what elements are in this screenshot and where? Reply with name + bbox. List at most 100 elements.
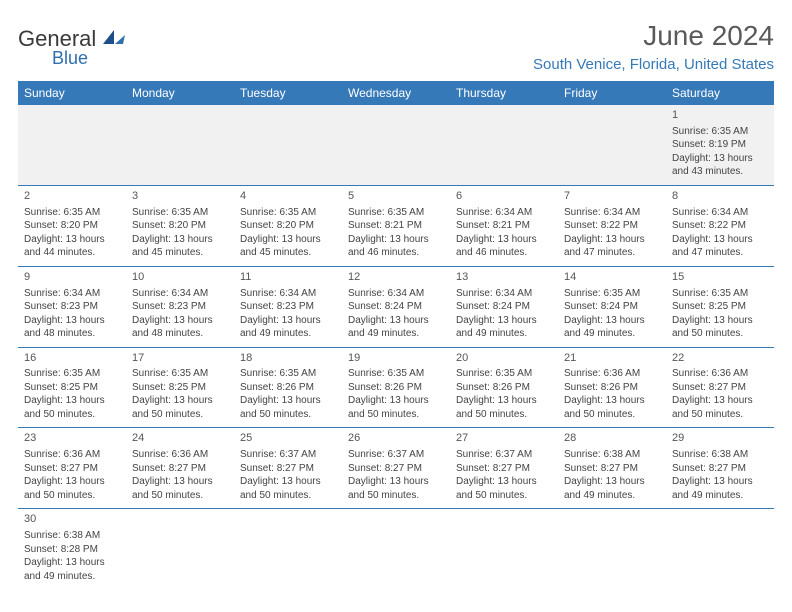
day-number: 8 xyxy=(672,189,768,204)
day-number: 26 xyxy=(348,431,444,446)
daylight-line: Daylight: 13 hours and 50 minutes. xyxy=(672,394,768,421)
day-cell: 6Sunrise: 6:34 AMSunset: 8:21 PMDaylight… xyxy=(450,185,558,266)
daylight-line: Daylight: 13 hours and 50 minutes. xyxy=(456,475,552,502)
daylight-line: Daylight: 13 hours and 48 minutes. xyxy=(24,314,120,341)
empty-cell xyxy=(126,105,234,185)
daylight-line: Daylight: 13 hours and 46 minutes. xyxy=(456,233,552,260)
daylight-line: Daylight: 13 hours and 47 minutes. xyxy=(564,233,660,260)
day-cell: 5Sunrise: 6:35 AMSunset: 8:21 PMDaylight… xyxy=(342,185,450,266)
day-number: 9 xyxy=(24,270,120,285)
sunrise-line: Sunrise: 6:34 AM xyxy=(456,287,552,301)
sunset-line: Sunset: 8:25 PM xyxy=(672,300,768,314)
day-number: 12 xyxy=(348,270,444,285)
weekday-header: Thursday xyxy=(450,81,558,105)
daylight-line: Daylight: 13 hours and 50 minutes. xyxy=(240,394,336,421)
day-number: 21 xyxy=(564,351,660,366)
daylight-line: Daylight: 13 hours and 49 minutes. xyxy=(24,556,120,583)
sunset-line: Sunset: 8:27 PM xyxy=(240,462,336,476)
day-cell: 21Sunrise: 6:36 AMSunset: 8:26 PMDayligh… xyxy=(558,347,666,428)
day-cell: 1Sunrise: 6:35 AMSunset: 8:19 PMDaylight… xyxy=(666,105,774,185)
daylight-line: Daylight: 13 hours and 48 minutes. xyxy=(132,314,228,341)
sunset-line: Sunset: 8:27 PM xyxy=(456,462,552,476)
brand-logo: General Blue xyxy=(18,26,125,69)
day-number: 15 xyxy=(672,270,768,285)
sunrise-line: Sunrise: 6:36 AM xyxy=(24,448,120,462)
daylight-line: Daylight: 13 hours and 50 minutes. xyxy=(24,394,120,421)
daylight-line: Daylight: 13 hours and 50 minutes. xyxy=(672,314,768,341)
daylight-line: Daylight: 13 hours and 50 minutes. xyxy=(456,394,552,421)
day-cell: 9Sunrise: 6:34 AMSunset: 8:23 PMDaylight… xyxy=(18,266,126,347)
sunset-line: Sunset: 8:25 PM xyxy=(24,381,120,395)
day-number: 28 xyxy=(564,431,660,446)
header: General Blue June 2024 South Venice, Flo… xyxy=(18,20,774,73)
sunset-line: Sunset: 8:19 PM xyxy=(672,138,768,152)
sunset-line: Sunset: 8:27 PM xyxy=(564,462,660,476)
empty-cell xyxy=(558,509,666,589)
sunset-line: Sunset: 8:26 PM xyxy=(240,381,336,395)
weekday-header: Monday xyxy=(126,81,234,105)
calendar-row: 1Sunrise: 6:35 AMSunset: 8:19 PMDaylight… xyxy=(18,105,774,185)
sunrise-line: Sunrise: 6:34 AM xyxy=(564,206,660,220)
daylight-line: Daylight: 13 hours and 50 minutes. xyxy=(564,394,660,421)
day-cell: 19Sunrise: 6:35 AMSunset: 8:26 PMDayligh… xyxy=(342,347,450,428)
sunrise-line: Sunrise: 6:37 AM xyxy=(456,448,552,462)
day-cell: 13Sunrise: 6:34 AMSunset: 8:24 PMDayligh… xyxy=(450,266,558,347)
sunset-line: Sunset: 8:21 PM xyxy=(348,219,444,233)
daylight-line: Daylight: 13 hours and 44 minutes. xyxy=(24,233,120,260)
sunset-line: Sunset: 8:27 PM xyxy=(132,462,228,476)
sunrise-line: Sunrise: 6:36 AM xyxy=(132,448,228,462)
daylight-line: Daylight: 13 hours and 43 minutes. xyxy=(672,152,768,179)
weekday-header: Wednesday xyxy=(342,81,450,105)
day-cell: 27Sunrise: 6:37 AMSunset: 8:27 PMDayligh… xyxy=(450,428,558,509)
day-number: 6 xyxy=(456,189,552,204)
empty-cell xyxy=(450,509,558,589)
calendar-row: 30Sunrise: 6:38 AMSunset: 8:28 PMDayligh… xyxy=(18,509,774,589)
sunset-line: Sunset: 8:26 PM xyxy=(456,381,552,395)
daylight-line: Daylight: 13 hours and 50 minutes. xyxy=(132,475,228,502)
day-cell: 29Sunrise: 6:38 AMSunset: 8:27 PMDayligh… xyxy=(666,428,774,509)
weekday-header: Sunday xyxy=(18,81,126,105)
day-number: 11 xyxy=(240,270,336,285)
day-cell: 2Sunrise: 6:35 AMSunset: 8:20 PMDaylight… xyxy=(18,185,126,266)
sunset-line: Sunset: 8:27 PM xyxy=(672,381,768,395)
empty-cell xyxy=(234,509,342,589)
sunrise-line: Sunrise: 6:38 AM xyxy=(24,529,120,543)
sunset-line: Sunset: 8:20 PM xyxy=(24,219,120,233)
day-number: 29 xyxy=(672,431,768,446)
sail-icon xyxy=(103,30,125,51)
daylight-line: Daylight: 13 hours and 49 minutes. xyxy=(240,314,336,341)
day-cell: 4Sunrise: 6:35 AMSunset: 8:20 PMDaylight… xyxy=(234,185,342,266)
day-number: 24 xyxy=(132,431,228,446)
daylight-line: Daylight: 13 hours and 50 minutes. xyxy=(348,475,444,502)
daylight-line: Daylight: 13 hours and 46 minutes. xyxy=(348,233,444,260)
calendar-row: 23Sunrise: 6:36 AMSunset: 8:27 PMDayligh… xyxy=(18,428,774,509)
empty-cell xyxy=(18,105,126,185)
day-number: 17 xyxy=(132,351,228,366)
day-cell: 17Sunrise: 6:35 AMSunset: 8:25 PMDayligh… xyxy=(126,347,234,428)
day-number: 16 xyxy=(24,351,120,366)
sunrise-line: Sunrise: 6:35 AM xyxy=(24,367,120,381)
calendar-table: SundayMondayTuesdayWednesdayThursdayFrid… xyxy=(18,81,774,589)
sunrise-line: Sunrise: 6:35 AM xyxy=(348,367,444,381)
sunrise-line: Sunrise: 6:34 AM xyxy=(672,206,768,220)
day-number: 10 xyxy=(132,270,228,285)
day-number: 19 xyxy=(348,351,444,366)
sunrise-line: Sunrise: 6:36 AM xyxy=(564,367,660,381)
sunset-line: Sunset: 8:24 PM xyxy=(348,300,444,314)
day-cell: 11Sunrise: 6:34 AMSunset: 8:23 PMDayligh… xyxy=(234,266,342,347)
calendar-row: 16Sunrise: 6:35 AMSunset: 8:25 PMDayligh… xyxy=(18,347,774,428)
month-title: June 2024 xyxy=(533,20,774,52)
day-number: 2 xyxy=(24,189,120,204)
weekday-header: Saturday xyxy=(666,81,774,105)
day-number: 14 xyxy=(564,270,660,285)
sunrise-line: Sunrise: 6:35 AM xyxy=(240,206,336,220)
empty-cell xyxy=(342,509,450,589)
sunset-line: Sunset: 8:25 PM xyxy=(132,381,228,395)
day-number: 25 xyxy=(240,431,336,446)
empty-cell xyxy=(450,105,558,185)
sunset-line: Sunset: 8:23 PM xyxy=(240,300,336,314)
calendar-body: 1Sunrise: 6:35 AMSunset: 8:19 PMDaylight… xyxy=(18,105,774,589)
sunset-line: Sunset: 8:22 PM xyxy=(672,219,768,233)
day-cell: 14Sunrise: 6:35 AMSunset: 8:24 PMDayligh… xyxy=(558,266,666,347)
day-number: 1 xyxy=(672,108,768,123)
